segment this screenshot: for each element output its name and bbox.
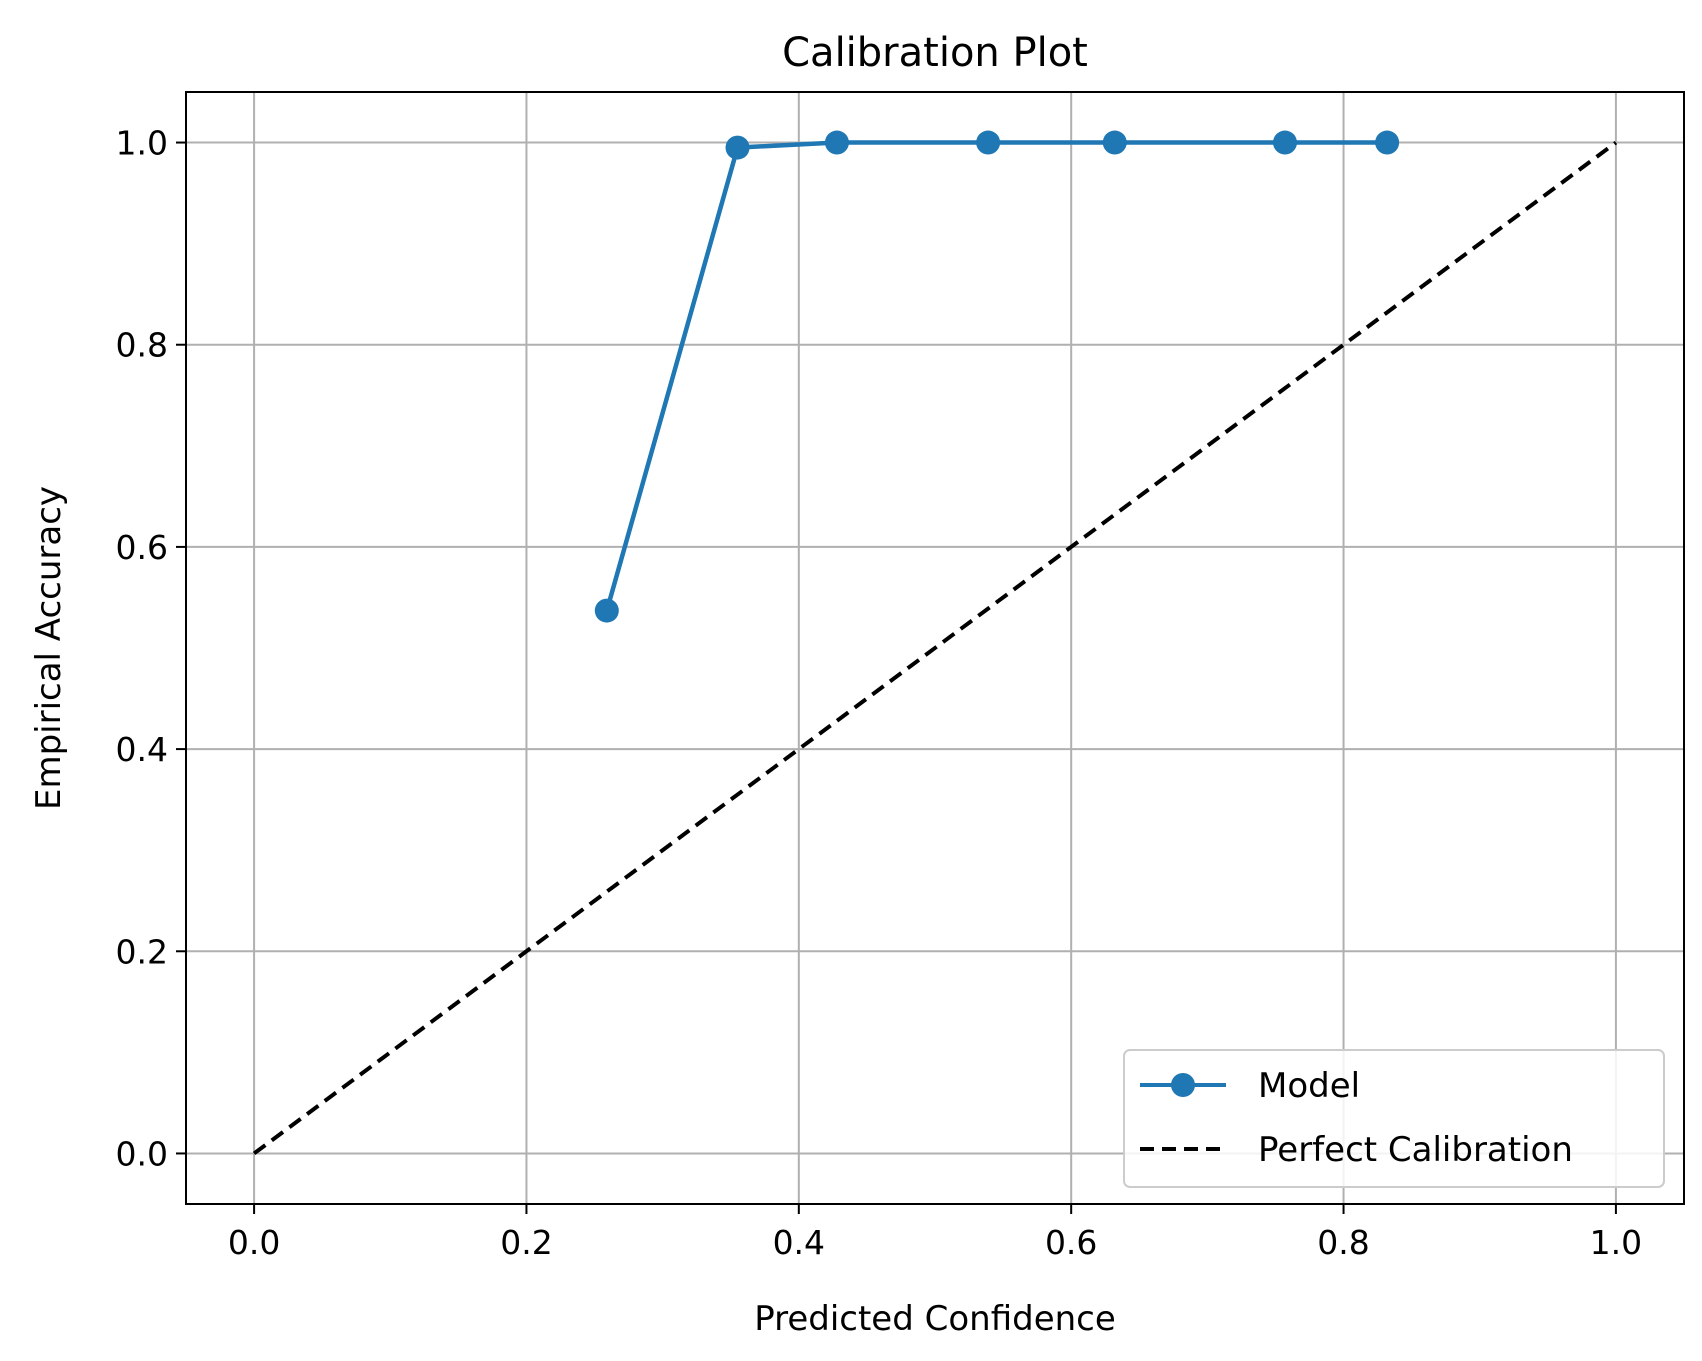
y-tick-label: 1.0 (116, 124, 168, 163)
data-point-model (1272, 130, 1297, 155)
data-point-model (594, 598, 619, 623)
plot-frame (185, 91, 1685, 1205)
legend: Model Perfect Calibration (1123, 1049, 1665, 1188)
y-tick-label: 0.8 (116, 326, 168, 365)
x-tick-label: 1.0 (1590, 1223, 1642, 1262)
legend-box (1123, 1049, 1665, 1188)
series-layer (252, 130, 1618, 1156)
ticks: 0.0 0.2 0.4 0.6 0.8 1.0 0.0 0.2 0.4 0.6 0.8 1.0 (116, 124, 1643, 1262)
legend-label-model: Model (1258, 1066, 1360, 1106)
x-tick-label: 0.4 (773, 1223, 825, 1262)
data-point-model (824, 130, 849, 155)
x-tick-label: 0.2 (500, 1223, 552, 1262)
x-tick-label: 0.8 (1317, 1223, 1369, 1262)
data-point-model (725, 135, 750, 160)
y-tick-label: 0.0 (116, 1134, 168, 1173)
y-axis-label: Empirical Accuracy (29, 486, 69, 810)
x-axis-label: Predicted Confidence (754, 1299, 1116, 1339)
legend-label-perfect-calibration: Perfect Calibration (1258, 1130, 1573, 1170)
grid (186, 92, 1684, 1204)
x-tick-label: 0.6 (1045, 1223, 1097, 1262)
y-tick-label: 0.2 (116, 932, 168, 971)
data-point-model (1375, 130, 1400, 155)
x-tick-label: 0.0 (228, 1223, 280, 1262)
data-point-model (976, 130, 1001, 155)
data-point-model (1102, 130, 1127, 155)
legend-model-marker (1171, 1073, 1195, 1097)
y-tick-label: 0.4 (116, 730, 168, 769)
chart-title: Calibration Plot (782, 30, 1088, 76)
y-tick-label: 0.6 (116, 528, 168, 567)
series-line-perfect-calibration (252, 140, 1618, 1156)
